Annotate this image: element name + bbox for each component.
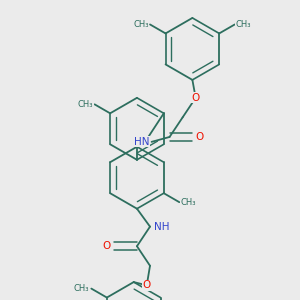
Text: NH: NH xyxy=(154,222,169,232)
Text: O: O xyxy=(142,280,151,290)
Text: O: O xyxy=(103,241,111,251)
Text: CH₃: CH₃ xyxy=(235,20,251,29)
Text: CH₃: CH₃ xyxy=(74,284,89,293)
Text: CH₃: CH₃ xyxy=(181,198,196,207)
Text: O: O xyxy=(191,93,200,103)
Text: CH₃: CH₃ xyxy=(133,20,149,29)
Text: HN: HN xyxy=(134,137,150,147)
Text: CH₃: CH₃ xyxy=(78,100,93,109)
Text: O: O xyxy=(195,132,204,142)
